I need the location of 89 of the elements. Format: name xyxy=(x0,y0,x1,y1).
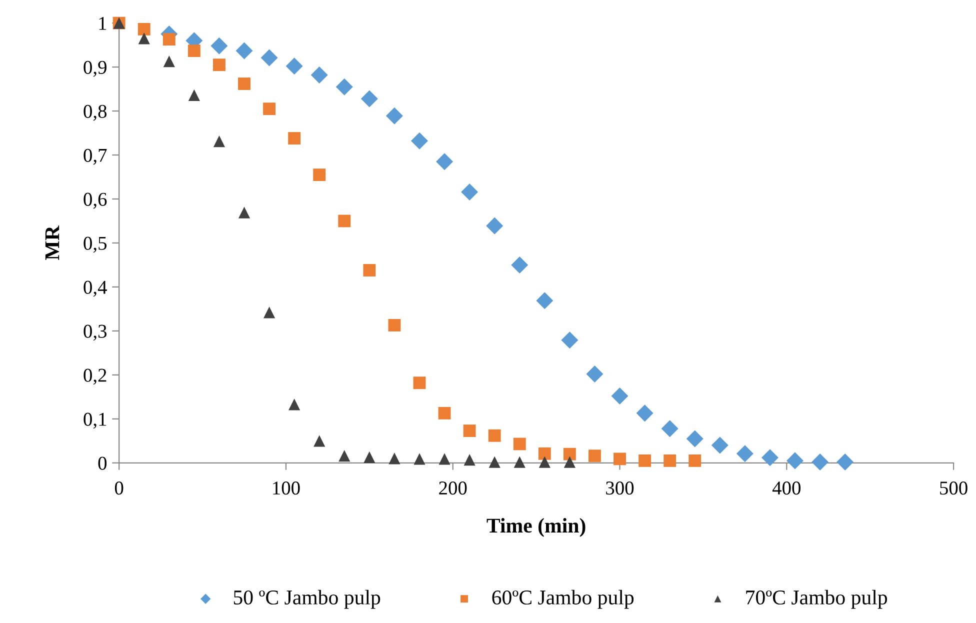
y-tick-label: 0,6 xyxy=(84,192,107,209)
point xyxy=(388,319,401,332)
point xyxy=(564,456,576,468)
point xyxy=(586,366,604,383)
point xyxy=(360,90,378,108)
point xyxy=(286,58,303,75)
point xyxy=(338,450,350,462)
point xyxy=(386,107,403,124)
point xyxy=(438,453,450,465)
point xyxy=(638,454,652,467)
point xyxy=(711,436,728,454)
point xyxy=(238,78,250,90)
y-axis-title: MR xyxy=(45,225,60,260)
point xyxy=(413,376,426,390)
x-tick-label: 400 xyxy=(772,482,800,495)
point xyxy=(438,406,451,420)
point xyxy=(162,33,176,46)
x-tick-label: 0 xyxy=(114,482,124,495)
y-tick-label: 0,3 xyxy=(84,324,107,341)
legend-label: 50 ºC Jambo pulp xyxy=(234,590,380,609)
point xyxy=(636,404,654,422)
point xyxy=(410,132,428,150)
point xyxy=(588,450,601,462)
point xyxy=(313,168,326,182)
point xyxy=(163,56,175,68)
point xyxy=(812,454,829,471)
point xyxy=(664,454,676,467)
point xyxy=(736,445,754,462)
point xyxy=(488,456,500,468)
point xyxy=(538,456,550,468)
point xyxy=(314,435,326,447)
point xyxy=(213,58,226,72)
y-tick-label: 0,7 xyxy=(84,148,107,165)
point xyxy=(461,183,478,200)
x-axis-title: Time (min) xyxy=(486,518,586,537)
y-tick-label: 0,8 xyxy=(84,104,107,121)
point xyxy=(513,438,526,450)
point xyxy=(336,78,353,96)
point xyxy=(260,49,278,66)
legend-label: 70ºC Jambo pulp xyxy=(746,590,888,609)
point xyxy=(436,153,454,170)
point xyxy=(210,37,228,54)
y-tick-label: 1 xyxy=(99,16,106,30)
point xyxy=(561,332,578,349)
point xyxy=(511,256,528,274)
point xyxy=(288,132,301,144)
y-tick-label: 0,4 xyxy=(84,280,107,297)
point xyxy=(364,451,376,463)
y-tick-label: 0,1 xyxy=(84,412,106,429)
point xyxy=(263,306,276,318)
point xyxy=(514,456,526,468)
point xyxy=(563,448,576,460)
y-tick-label: 0 xyxy=(98,456,107,470)
point xyxy=(463,424,476,437)
point xyxy=(614,452,626,466)
point xyxy=(688,454,702,467)
y-tick-label: 0,9 xyxy=(84,60,106,77)
point xyxy=(238,206,250,218)
x-tick-label: 300 xyxy=(606,482,634,495)
point xyxy=(363,264,376,276)
x-tick-label: 500 xyxy=(940,482,968,495)
point xyxy=(138,22,150,36)
point xyxy=(836,454,854,471)
point xyxy=(536,292,554,310)
point xyxy=(486,217,504,234)
point xyxy=(188,44,200,57)
point xyxy=(611,388,628,405)
y-tick-label: 0,5 xyxy=(84,236,107,253)
x-tick-label: 100 xyxy=(273,482,300,495)
point xyxy=(213,136,226,148)
y-tick-label: 0,2 xyxy=(84,368,106,385)
point xyxy=(761,449,778,466)
point xyxy=(338,214,351,228)
point xyxy=(786,452,804,470)
point xyxy=(310,66,328,84)
point xyxy=(464,454,476,466)
point xyxy=(388,452,400,464)
point xyxy=(236,42,253,60)
point xyxy=(488,429,501,442)
x-tick-label: 200 xyxy=(439,482,467,495)
point xyxy=(138,32,150,44)
legend-label: 60ºC Jambo pulp xyxy=(492,590,634,609)
point xyxy=(538,447,551,460)
point xyxy=(263,102,276,116)
point xyxy=(188,89,200,101)
point xyxy=(288,398,300,410)
point xyxy=(661,420,678,438)
point xyxy=(414,453,426,465)
point xyxy=(686,430,704,448)
